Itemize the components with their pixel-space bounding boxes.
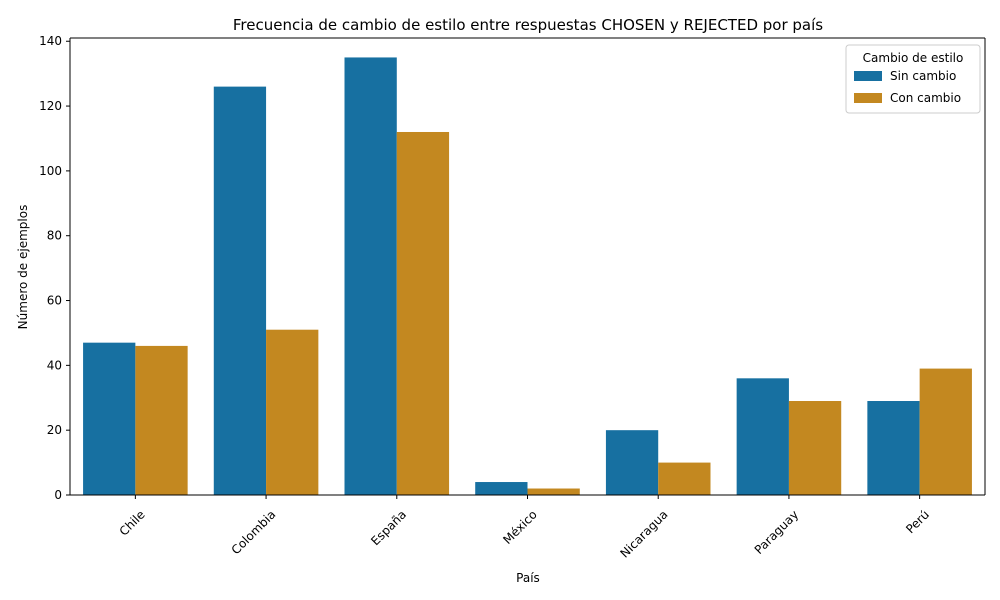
y-tick-label: 120: [39, 99, 62, 113]
bar-sin-cambio-colombia: [213, 86, 267, 496]
plot-area: [70, 37, 986, 496]
bar-sin-cambio-chile: [83, 342, 136, 495]
x-tick-label-nicaragua: Nicaragua: [617, 507, 670, 560]
legend-label-con-cambio: Con cambio: [890, 91, 961, 105]
bar-con-cambio-espana: [396, 131, 450, 495]
x-tick-label-chile: Chile: [117, 507, 148, 538]
y-tick-label: 140: [39, 34, 62, 48]
y-tick-label: 20: [47, 423, 62, 437]
y-tick-label: 60: [47, 294, 62, 308]
bar-con-cambio-colombia: [266, 329, 319, 495]
y-tick-label: 40: [47, 358, 62, 372]
x-tick-label-peru: Perú: [903, 507, 932, 536]
bar-con-cambio-chile: [135, 345, 188, 495]
x-tick-label-paraguay: Paraguay: [752, 507, 802, 557]
legend-swatch-con-cambio: [854, 93, 882, 103]
bar-sin-cambio-nicaragua: [605, 430, 659, 495]
x-tick-label-espana: España: [368, 507, 409, 548]
bar-sin-cambio-mexico: [475, 482, 528, 495]
legend: Cambio de estilo Sin cambio Con cambio: [845, 44, 981, 114]
bar-con-cambio-mexico: [527, 488, 580, 495]
chart-title: Frecuencia de cambio de estilo entre res…: [233, 16, 823, 34]
y-axis: 0 20 40 60 80 100 120 140: [39, 34, 71, 502]
bar-con-cambio-paraguay: [788, 401, 842, 495]
bar-sin-cambio-peru: [867, 401, 920, 495]
y-tick-label: 80: [47, 229, 62, 243]
legend-title: Cambio de estilo: [863, 51, 964, 65]
x-tick-label-mexico: México: [500, 507, 540, 547]
y-tick-label: 100: [39, 164, 62, 178]
x-axis: Chile Colombia España México Nicaragua Paragu…: [70, 494, 985, 561]
x-tick-label-colombia: Colombia: [229, 507, 279, 557]
bar-con-cambio-peru: [919, 368, 972, 495]
bar-con-cambio-nicaragua: [658, 462, 711, 495]
y-axis-label: Número de ejemplos: [16, 205, 30, 330]
bar-sin-cambio-espana: [344, 57, 397, 495]
legend-swatch-sin-cambio: [854, 71, 882, 81]
legend-label-sin-cambio: Sin cambio: [890, 69, 956, 83]
bar-sin-cambio-paraguay: [736, 378, 789, 495]
y-tick-label: 0: [54, 488, 62, 502]
x-axis-label: País: [516, 571, 540, 585]
